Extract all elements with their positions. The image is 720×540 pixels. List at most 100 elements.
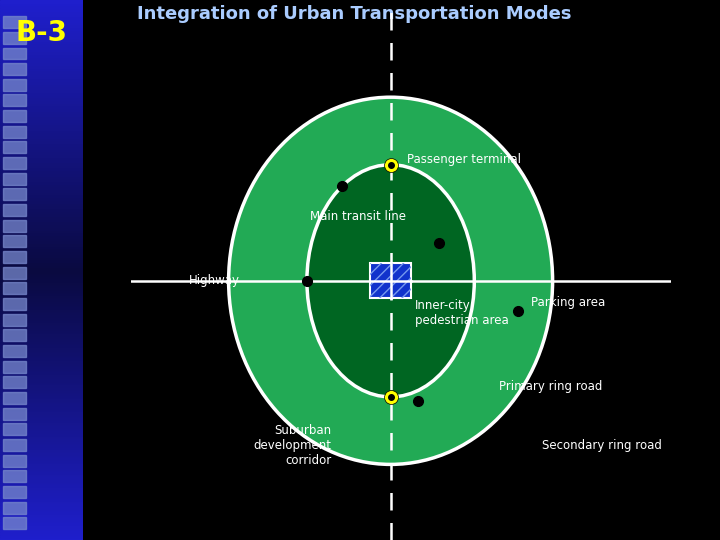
Bar xyxy=(0,59,83,62)
Text: B-3: B-3 xyxy=(15,19,68,47)
Bar xyxy=(0,454,83,456)
Bar xyxy=(0,111,83,113)
Bar xyxy=(0,284,83,286)
Bar xyxy=(4,188,27,200)
Bar xyxy=(0,143,83,146)
Bar xyxy=(0,181,83,184)
Bar xyxy=(0,383,83,386)
Bar xyxy=(0,3,83,5)
Bar xyxy=(0,486,83,489)
Bar xyxy=(4,282,27,294)
Bar xyxy=(0,300,83,302)
Bar xyxy=(0,22,83,24)
Bar xyxy=(0,332,83,335)
Bar xyxy=(0,294,83,297)
Bar xyxy=(0,54,83,57)
Bar xyxy=(0,238,83,240)
Bar xyxy=(0,94,83,97)
Bar xyxy=(0,440,83,443)
Bar xyxy=(0,389,83,392)
Bar xyxy=(0,521,83,524)
Bar xyxy=(0,375,83,378)
Bar xyxy=(0,524,83,526)
Bar xyxy=(0,483,83,486)
Bar xyxy=(0,529,83,532)
Bar xyxy=(0,429,83,432)
Bar xyxy=(0,327,83,329)
Bar xyxy=(0,275,83,278)
Bar xyxy=(0,256,83,259)
Bar xyxy=(0,176,83,178)
Bar xyxy=(0,338,83,340)
Bar xyxy=(0,159,83,162)
Bar xyxy=(0,186,83,189)
Bar xyxy=(4,110,27,122)
Bar xyxy=(0,308,83,310)
Bar xyxy=(0,500,83,502)
Bar xyxy=(0,478,83,481)
Bar xyxy=(0,86,83,89)
Bar xyxy=(0,416,83,418)
Bar xyxy=(0,119,83,122)
Bar xyxy=(0,173,83,176)
Bar xyxy=(0,362,83,364)
Bar xyxy=(0,324,83,327)
Bar xyxy=(0,57,83,59)
Bar xyxy=(0,475,83,478)
Bar xyxy=(0,467,83,470)
Bar xyxy=(4,298,27,310)
Bar xyxy=(0,227,83,229)
Bar xyxy=(0,392,83,394)
Bar xyxy=(0,192,83,194)
Bar xyxy=(0,157,83,159)
Bar xyxy=(0,329,83,332)
Bar xyxy=(4,439,27,451)
Bar xyxy=(0,97,83,100)
Bar xyxy=(0,310,83,313)
Bar xyxy=(0,16,83,19)
Bar xyxy=(0,402,83,405)
Bar xyxy=(4,486,27,498)
Bar xyxy=(0,81,83,84)
Bar xyxy=(0,208,83,211)
Bar xyxy=(4,204,27,216)
Bar xyxy=(4,345,27,357)
Bar xyxy=(0,49,83,51)
Bar xyxy=(0,408,83,410)
Bar xyxy=(4,361,27,373)
Bar xyxy=(4,314,27,326)
Bar xyxy=(0,246,83,248)
Bar xyxy=(0,108,83,111)
Bar xyxy=(0,537,83,540)
Bar xyxy=(0,313,83,316)
Bar xyxy=(0,32,83,35)
Bar xyxy=(0,367,83,370)
Bar xyxy=(0,100,83,103)
Bar xyxy=(0,356,83,359)
Bar xyxy=(4,392,27,404)
Bar xyxy=(0,364,83,367)
Bar xyxy=(0,421,83,424)
Bar xyxy=(0,448,83,451)
Text: Passenger terminal: Passenger terminal xyxy=(407,153,521,166)
Bar xyxy=(0,462,83,464)
Bar xyxy=(0,243,83,246)
Bar xyxy=(0,154,83,157)
Bar xyxy=(0,46,83,49)
Bar xyxy=(0,0,83,3)
Bar xyxy=(0,381,83,383)
Bar xyxy=(0,437,83,440)
Text: Suburban
development
corridor: Suburban development corridor xyxy=(253,424,331,467)
Bar xyxy=(0,443,83,445)
Bar xyxy=(0,265,83,267)
Bar xyxy=(4,267,27,279)
Bar xyxy=(0,148,83,151)
Bar xyxy=(4,329,27,341)
Bar xyxy=(0,346,83,348)
Bar xyxy=(0,135,83,138)
Bar xyxy=(0,405,83,408)
Bar xyxy=(0,14,83,16)
Bar xyxy=(0,435,83,437)
Bar xyxy=(0,8,83,11)
Bar xyxy=(0,205,83,208)
